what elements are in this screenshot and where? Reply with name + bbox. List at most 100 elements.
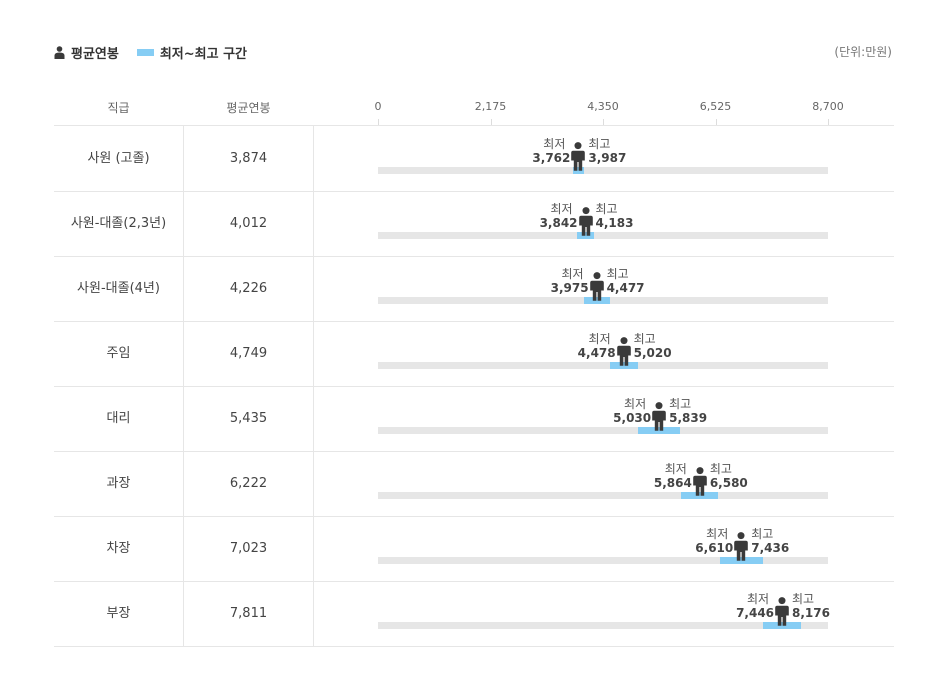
min-value: 6,610 xyxy=(695,541,734,555)
table-row: 부장 7,811 최저 7,446 최고 8,176 xyxy=(54,581,894,647)
header-position: 직급 xyxy=(107,101,130,115)
position-label: 부장 xyxy=(54,581,184,646)
max-caption: 최고 xyxy=(633,332,656,346)
legend-range-label: 최저~최고 구간 xyxy=(159,46,248,62)
range-track xyxy=(378,427,828,434)
table-row: 차장 7,023 최저 6,610 최고 7,436 xyxy=(54,516,894,582)
min-value: 3,762 xyxy=(532,151,571,165)
position-label: 사원-대졸(2,3년) xyxy=(54,191,184,256)
max-caption: 최고 xyxy=(792,592,815,606)
average-value: 7,023 xyxy=(184,516,314,581)
range-bar xyxy=(638,427,681,434)
min-caption: 최저 xyxy=(624,397,647,411)
range-bar xyxy=(719,557,763,564)
average-marker-icon xyxy=(578,207,593,236)
average-value: 6,222 xyxy=(184,451,314,516)
max-caption: 최고 xyxy=(595,202,618,216)
max-caption: 최고 xyxy=(588,137,611,151)
range-bar xyxy=(576,232,595,239)
x-tick-label: 4,350 xyxy=(587,100,619,113)
average-marker-icon xyxy=(652,402,666,431)
average-marker-icon xyxy=(693,467,707,496)
header-average: 평균연봉 xyxy=(226,101,271,115)
range-track xyxy=(378,167,828,174)
average-value: 4,226 xyxy=(184,256,314,321)
range-bar xyxy=(763,622,801,629)
average-value: 5,435 xyxy=(184,386,314,451)
average-value: 4,012 xyxy=(184,191,314,256)
legend-item-range: 최저~최고 구간 xyxy=(136,43,248,62)
legend-average-label: 평균연봉 xyxy=(71,46,119,62)
x-tick-mark xyxy=(828,119,829,125)
max-value: 8,176 xyxy=(792,606,830,620)
header-divider xyxy=(54,125,894,126)
position-label: 과장 xyxy=(54,451,184,516)
max-value: 6,580 xyxy=(709,476,748,490)
person-icon xyxy=(54,45,65,59)
x-tick-mark xyxy=(490,119,492,125)
min-value: 3,975 xyxy=(550,281,589,295)
x-tick-label: 8,700 xyxy=(812,100,844,113)
min-caption: 최저 xyxy=(664,462,687,476)
x-tick-mark xyxy=(603,119,604,125)
max-value: 4,183 xyxy=(595,216,634,230)
range-track xyxy=(378,557,828,564)
table-row: 주임 4,749 최저 4,478 최고 5,020 xyxy=(54,321,894,387)
x-tick-label: 6,525 xyxy=(699,100,732,113)
min-value: 5,864 xyxy=(653,476,692,490)
min-caption: 최저 xyxy=(550,202,573,216)
min-value: 7,446 xyxy=(736,606,775,620)
x-tick-label: 0 xyxy=(374,100,382,113)
range-track xyxy=(378,622,828,629)
range-bar xyxy=(681,492,719,499)
max-caption: 최고 xyxy=(751,527,774,541)
min-caption: 최저 xyxy=(588,332,611,346)
min-value: 3,842 xyxy=(539,216,578,230)
max-caption: 최고 xyxy=(669,397,692,411)
table-row: 사원-대졸(4년) 4,226 최저 3,975 최고 4,477 xyxy=(54,256,894,322)
average-value: 7,811 xyxy=(184,581,314,646)
max-value: 7,436 xyxy=(751,541,790,555)
average-marker-icon xyxy=(616,337,631,366)
legend: 평균연봉 최저~최고 구간 xyxy=(54,42,265,62)
min-value: 4,478 xyxy=(577,346,616,360)
x-tick-label: 2,175 xyxy=(474,100,507,113)
min-caption: 최저 xyxy=(561,267,584,281)
range-bar xyxy=(572,167,585,174)
max-value: 3,987 xyxy=(588,151,627,165)
average-marker-icon xyxy=(589,272,604,301)
max-value: 5,020 xyxy=(633,346,672,360)
range-bar xyxy=(609,362,638,369)
average-value: 4,749 xyxy=(184,321,314,386)
average-value: 3,874 xyxy=(184,126,314,191)
table-row: 대리 5,435 최저 5,030 최고 5,839 xyxy=(54,386,894,452)
table-row: 사원 (고졸) 3,874 최저 3,762 최고 3,987 xyxy=(54,126,894,192)
x-tick-mark xyxy=(378,119,379,125)
position-label: 차장 xyxy=(54,516,184,581)
table-row: 사원-대졸(2,3년) 4,012 최저 3,842 최고 4,183 xyxy=(54,191,894,257)
position-label: 사원 (고졸) xyxy=(54,126,184,191)
x-tick-mark xyxy=(715,119,717,125)
min-value: 5,030 xyxy=(613,411,652,425)
table-row: 과장 6,222 최저 5,864 최고 6,580 xyxy=(54,451,894,517)
range-track xyxy=(378,362,828,369)
position-label: 주임 xyxy=(54,321,184,386)
legend-range-swatch xyxy=(136,48,154,56)
position-label: 사원-대졸(4년) xyxy=(54,256,184,321)
range-track xyxy=(378,232,828,239)
range-bar xyxy=(583,297,610,304)
max-value: 5,839 xyxy=(669,411,708,425)
min-caption: 최저 xyxy=(706,527,729,541)
min-caption: 최저 xyxy=(543,137,566,151)
position-label: 대리 xyxy=(54,386,184,451)
range-track xyxy=(378,492,828,499)
average-marker-icon xyxy=(775,597,789,626)
average-marker-icon xyxy=(734,532,749,561)
unit-label: (단위:만원) xyxy=(834,45,892,59)
max-caption: 최고 xyxy=(606,267,629,281)
max-value: 4,477 xyxy=(606,281,645,295)
average-marker-icon xyxy=(571,142,586,171)
max-caption: 최고 xyxy=(709,462,732,476)
min-caption: 최저 xyxy=(746,592,770,606)
legend-item-average: 평균연봉 xyxy=(54,43,119,62)
